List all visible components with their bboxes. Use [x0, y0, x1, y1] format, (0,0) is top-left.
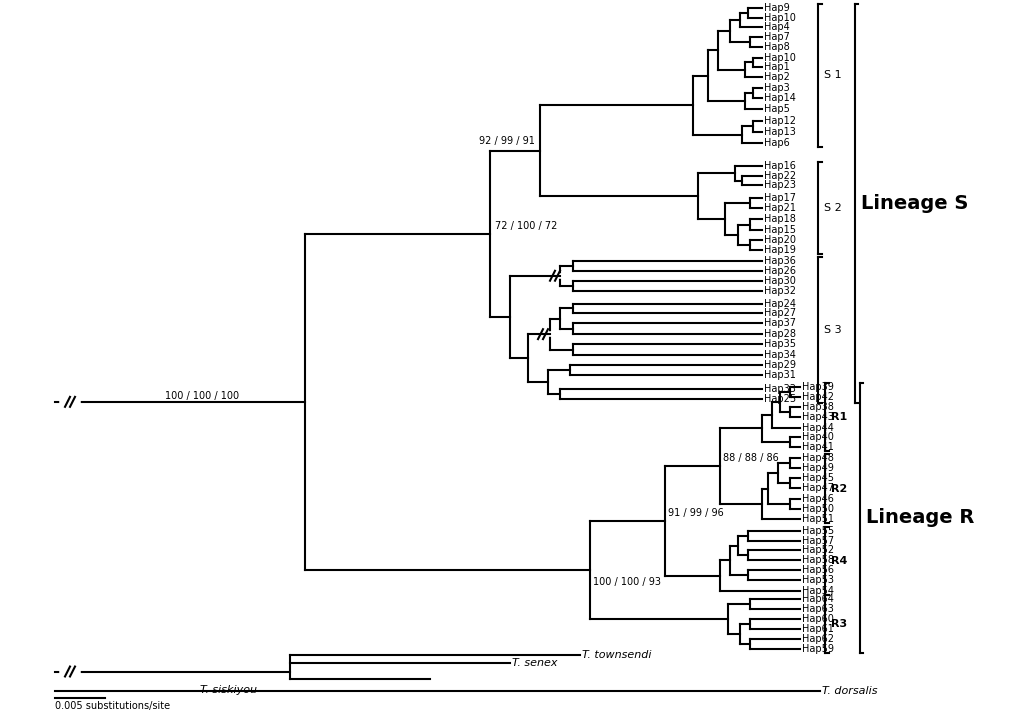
- Text: Hap37: Hap37: [764, 319, 796, 328]
- Text: Hap23: Hap23: [764, 181, 796, 191]
- Text: Hap35: Hap35: [764, 339, 796, 349]
- Text: T. townsendi: T. townsendi: [582, 650, 652, 660]
- Text: Hap29: Hap29: [764, 360, 796, 370]
- Text: Hap1: Hap1: [764, 63, 790, 73]
- Text: R3: R3: [831, 619, 847, 629]
- Text: Hap3: Hap3: [764, 83, 790, 93]
- Text: R1: R1: [831, 412, 847, 422]
- Text: S 3: S 3: [824, 325, 842, 335]
- Text: Hap44: Hap44: [802, 422, 834, 432]
- Text: Hap12: Hap12: [764, 116, 796, 126]
- Text: Hap47: Hap47: [802, 483, 834, 493]
- Text: Hap32: Hap32: [764, 286, 796, 296]
- Text: Hap15: Hap15: [764, 225, 796, 235]
- Text: Hap9: Hap9: [764, 3, 790, 13]
- Text: Hap5: Hap5: [764, 104, 790, 114]
- Text: Hap58: Hap58: [802, 555, 834, 565]
- Text: T. senex: T. senex: [512, 658, 558, 668]
- Text: Hap10: Hap10: [764, 13, 796, 23]
- Text: Hap39: Hap39: [802, 382, 834, 392]
- Text: Hap62: Hap62: [802, 634, 834, 643]
- Text: Hap40: Hap40: [802, 432, 834, 442]
- Text: Hap16: Hap16: [764, 161, 796, 171]
- Text: Hap49: Hap49: [802, 463, 834, 473]
- Text: R4: R4: [831, 556, 847, 566]
- Text: Lineage S: Lineage S: [861, 194, 968, 213]
- Text: Hap60: Hap60: [802, 614, 834, 624]
- Text: S 1: S 1: [824, 70, 842, 80]
- Text: Hap22: Hap22: [764, 171, 796, 181]
- Text: Hap17: Hap17: [764, 193, 796, 203]
- Text: Hap4: Hap4: [764, 22, 790, 32]
- Text: R2: R2: [831, 483, 847, 493]
- Text: Hap56: Hap56: [802, 565, 834, 575]
- Text: Hap19: Hap19: [764, 245, 796, 255]
- Text: Hap53: Hap53: [802, 575, 834, 585]
- Text: Hap52: Hap52: [802, 545, 834, 555]
- Text: Hap45: Hap45: [802, 473, 834, 483]
- Text: Hap34: Hap34: [764, 350, 796, 360]
- Text: Hap10: Hap10: [764, 53, 796, 63]
- Text: Hap21: Hap21: [764, 203, 796, 213]
- Text: T. dorsalis: T. dorsalis: [822, 686, 878, 696]
- Text: T. siskiyou: T. siskiyou: [200, 685, 257, 695]
- Text: Hap48: Hap48: [802, 453, 834, 464]
- Text: Hap42: Hap42: [802, 392, 834, 402]
- Text: Hap6: Hap6: [764, 138, 790, 148]
- Text: Hap61: Hap61: [802, 624, 834, 634]
- Text: Hap8: Hap8: [764, 42, 790, 52]
- Text: 72 / 100 / 72: 72 / 100 / 72: [495, 221, 558, 231]
- Text: Hap18: Hap18: [764, 214, 796, 224]
- Text: Hap31: Hap31: [764, 370, 796, 380]
- Text: S 2: S 2: [824, 203, 842, 213]
- Text: Hap54: Hap54: [802, 586, 834, 596]
- Text: Hap55: Hap55: [802, 525, 834, 535]
- Text: 100 / 100 / 100: 100 / 100 / 100: [165, 391, 239, 401]
- Text: Hap46: Hap46: [802, 494, 834, 504]
- Text: Hap63: Hap63: [802, 604, 834, 614]
- Text: Hap43: Hap43: [802, 412, 834, 422]
- Text: Hap36: Hap36: [764, 256, 796, 266]
- Text: Hap25: Hap25: [764, 394, 796, 404]
- Text: Hap50: Hap50: [802, 504, 834, 514]
- Text: Hap20: Hap20: [764, 235, 796, 245]
- Text: Hap41: Hap41: [802, 442, 834, 452]
- Text: Hap28: Hap28: [764, 329, 796, 339]
- Text: Hap24: Hap24: [764, 299, 796, 309]
- Text: Hap51: Hap51: [802, 514, 834, 524]
- Text: Hap59: Hap59: [802, 643, 834, 653]
- Text: 0.005 substitutions/site: 0.005 substitutions/site: [55, 701, 170, 711]
- Text: Hap26: Hap26: [764, 266, 796, 276]
- Text: Hap38: Hap38: [802, 402, 834, 412]
- Text: 100 / 100 / 93: 100 / 100 / 93: [593, 577, 661, 587]
- Text: Hap27: Hap27: [764, 309, 796, 319]
- Text: 88 / 88 / 86: 88 / 88 / 86: [723, 453, 779, 463]
- Text: Hap64: Hap64: [802, 594, 834, 604]
- Text: Lineage R: Lineage R: [866, 508, 974, 528]
- Text: Hap14: Hap14: [764, 93, 796, 103]
- Text: Hap7: Hap7: [764, 32, 790, 42]
- Text: 91 / 99 / 96: 91 / 99 / 96: [668, 508, 724, 518]
- Text: Hap30: Hap30: [764, 276, 796, 286]
- Text: Hap13: Hap13: [764, 127, 796, 137]
- Text: Hap33: Hap33: [764, 384, 796, 394]
- Text: Hap57: Hap57: [802, 535, 834, 545]
- Text: 92 / 99 / 91: 92 / 99 / 91: [479, 136, 535, 146]
- Text: Hap2: Hap2: [764, 73, 790, 82]
